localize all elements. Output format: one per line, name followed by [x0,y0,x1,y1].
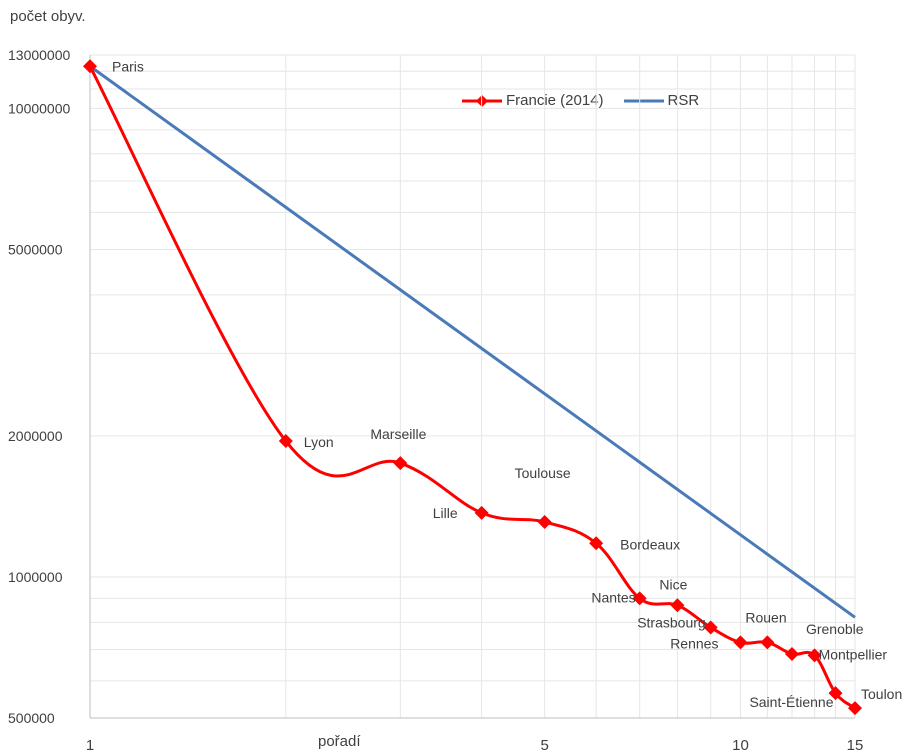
y-tick-label: 5000000 [8,241,63,257]
data-point-francie [632,591,647,606]
data-label: Bordeaux [620,536,680,552]
data-point-francie [278,434,293,449]
data-point-francie [733,635,748,650]
legend-item-rsr: RSR [623,92,700,109]
data-label: Paris [112,58,144,74]
series-line-rsr [89,65,856,619]
data-point-francie [848,701,862,716]
x-tick-label: 10 [732,737,749,754]
data-point-francie [393,456,408,471]
data-point-francie [828,686,843,701]
y-tick-label: 2000000 [8,428,63,444]
legend-label-francie: Francie (2014) [506,92,604,109]
y-axis-title: počet obyv. [10,8,86,25]
data-point-francie [474,505,489,520]
data-point-francie [703,620,718,635]
data-point-francie [83,59,97,74]
data-point-francie [537,515,552,530]
data-label: Nantes [591,589,635,605]
y-tick-label: 500000 [8,710,55,726]
data-label: Grenoble [806,621,864,637]
legend-label-rsr: RSR [667,92,700,109]
data-point-francie [784,646,799,661]
data-label: Toulouse [515,465,571,481]
x-tick-label: 5 [540,737,548,754]
data-label: Lille [433,505,458,521]
legend-swatch-rsr [623,94,664,108]
data-label: Rouen [745,609,786,625]
data-point-francie [760,635,775,650]
data-label: Nice [659,576,687,592]
data-label: Marseille [370,426,426,442]
y-tick-label: 1000000 [8,569,63,585]
data-label: Toulon [861,686,902,702]
x-tick-label: 15 [847,737,864,754]
data-point-francie [589,536,604,551]
data-label: Rennes [670,635,718,651]
data-label: Lyon [304,434,334,450]
data-label: Strasbourg [637,615,705,631]
data-label: Saint-Étienne [749,694,833,710]
data-point-francie [670,598,685,613]
data-label: Montpellier [819,646,888,662]
data-point-francie [807,648,822,663]
y-tick-label: 10000000 [8,100,71,116]
x-axis-title: pořadí [318,733,361,750]
y-tick-label: 13000000 [8,47,71,63]
x-tick-label: 1 [86,737,94,754]
